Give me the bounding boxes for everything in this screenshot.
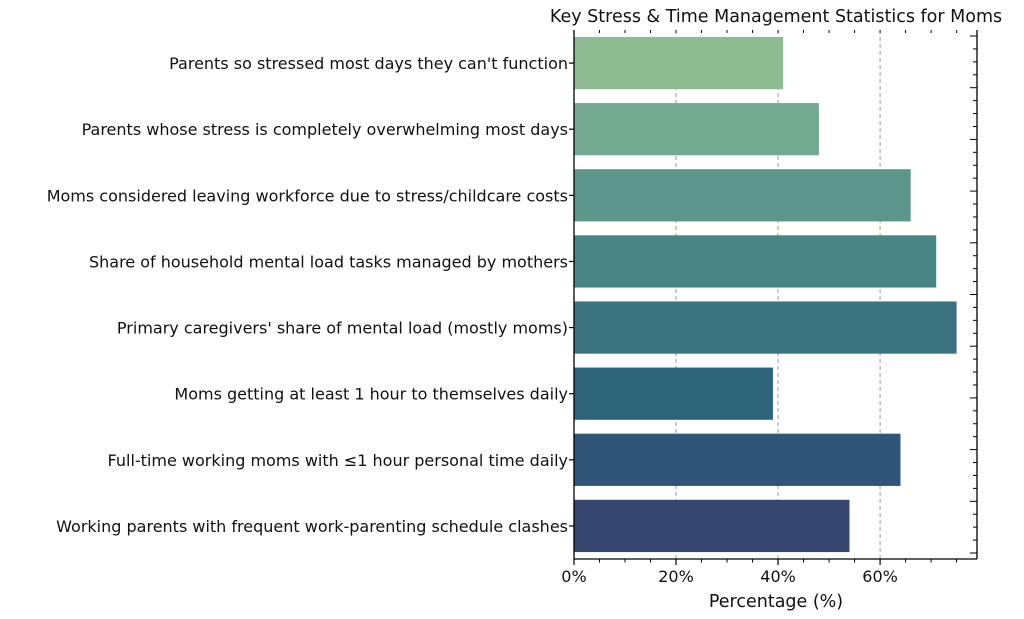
category-labels: Parents so stressed most days they can't…: [47, 54, 568, 536]
category-label-2: Parents whose stress is completely overw…: [82, 120, 568, 139]
category-label-8: Working parents with frequent work-paren…: [56, 517, 568, 536]
bar-1: [574, 36, 784, 90]
x-tick-label-40: 40%: [760, 567, 796, 586]
category-label-7: Full-time working moms with ≤1 hour pers…: [108, 451, 568, 470]
category-label-4: Share of household mental load tasks man…: [89, 252, 568, 271]
bar-2: [574, 103, 819, 156]
bars: [574, 36, 957, 553]
category-label-6: Moms getting at least 1 hour to themselv…: [174, 385, 568, 404]
axes: 0% 20% 40% 60%: [561, 30, 978, 586]
bar-6: [574, 367, 773, 420]
category-label-5: Primary caregivers' share of mental load…: [117, 319, 568, 338]
bar-4: [574, 235, 937, 288]
x-tick-label-20: 20%: [658, 567, 694, 586]
x-tick-label-60: 60%: [862, 567, 898, 586]
bar-5: [574, 301, 957, 354]
bar-3: [574, 169, 911, 222]
bar-8: [574, 499, 850, 553]
category-label-3: Moms considered leaving workforce due to…: [47, 186, 568, 205]
chart-title: Key Stress & Time Management Statistics …: [550, 7, 1002, 27]
x-axis-label: Percentage (%): [709, 592, 843, 612]
category-label-1: Parents so stressed most days they can't…: [169, 54, 568, 73]
x-tick-label-0: 0%: [561, 567, 586, 586]
bar-7: [574, 433, 901, 486]
